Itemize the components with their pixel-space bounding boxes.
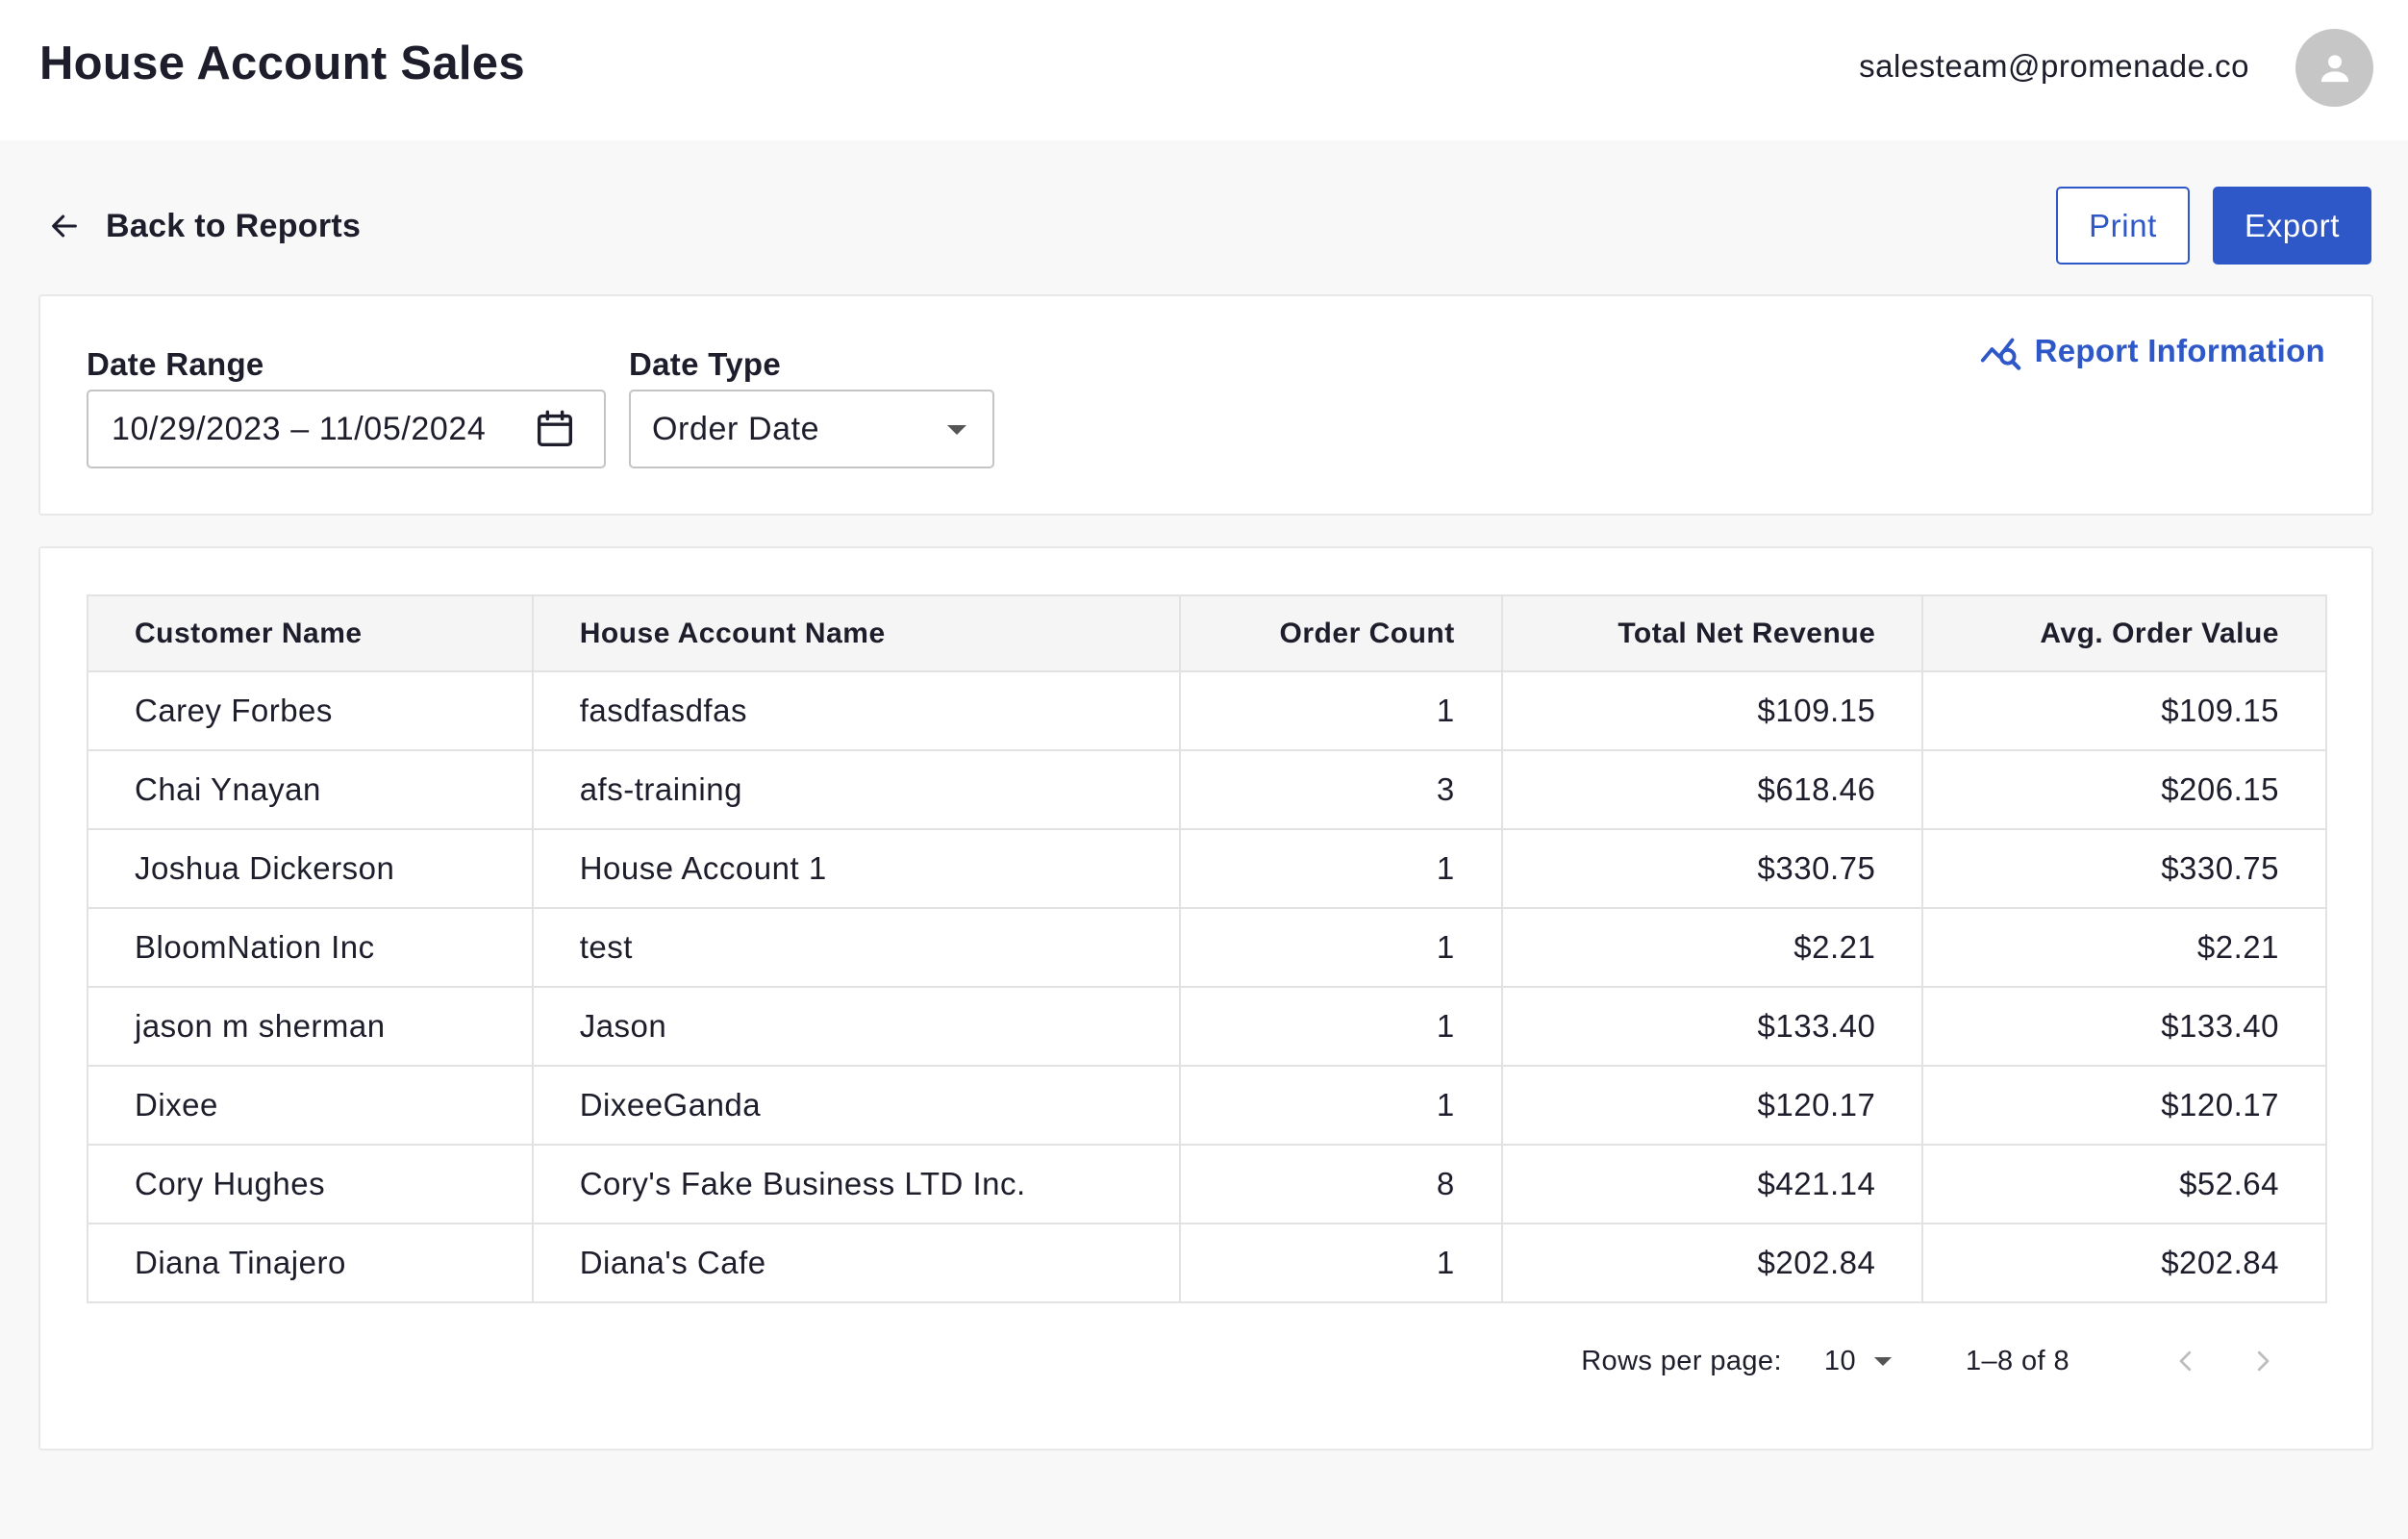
arrow-left-icon: [52, 214, 77, 238]
report-table: Customer Name House Account Name Order C…: [87, 594, 2327, 1303]
column-header-avg-order-value[interactable]: Avg. Order Value: [1921, 594, 2327, 672]
column-header-total-net-revenue[interactable]: Total Net Revenue: [1500, 594, 1924, 672]
page-title: House Account Sales: [39, 38, 525, 89]
rows-per-page-select[interactable]: 10: [1824, 1346, 1893, 1377]
customer-name-cell: Cory Hughes: [87, 1144, 534, 1224]
previous-page-button[interactable]: [2162, 1337, 2210, 1385]
avg-order-cell: $202.84: [1921, 1223, 2327, 1303]
customer-name-cell: Diana Tinajero: [87, 1223, 534, 1303]
date-range-input[interactable]: 10/29/2023 – 11/05/2024: [87, 390, 606, 468]
revenue-cell: $109.15: [1500, 670, 1924, 751]
report-information-link[interactable]: Report Information: [1979, 329, 2325, 373]
revenue-cell: $133.40: [1500, 986, 1924, 1067]
table-row: Carey Forbes fasdfasdfas 1 $109.15 $109.…: [87, 670, 2327, 751]
order-count-cell: 1: [1178, 828, 1503, 909]
top-bar: House Account Sales salesteam@promenade.…: [0, 0, 2408, 140]
house-account-cell: Jason: [531, 986, 1181, 1067]
table-row: Diana Tinajero Diana's Cafe 1 $202.84 $2…: [87, 1223, 2327, 1303]
back-to-reports-link[interactable]: Back to Reports: [48, 202, 361, 250]
back-to-reports-label: Back to Reports: [106, 207, 362, 244]
report-table-panel: Customer Name House Account Name Order C…: [38, 546, 2373, 1451]
column-header-customer-name[interactable]: Customer Name: [87, 594, 534, 672]
date-type-select[interactable]: Order Date: [629, 390, 994, 468]
customer-name-cell: Chai Ynayan: [87, 749, 534, 830]
avg-order-cell: $2.21: [1921, 907, 2327, 988]
column-header-order-count[interactable]: Order Count: [1178, 594, 1503, 672]
house-account-cell: DixeeGanda: [531, 1065, 1181, 1146]
user-email: salesteam@promenade.co: [1859, 48, 2249, 84]
house-account-cell: House Account 1: [531, 828, 1181, 909]
table-pagination: Rows per page: 10 1–8 of 8: [1581, 1337, 2287, 1385]
revenue-cell: $618.46: [1500, 749, 1924, 830]
revenue-cell: $421.14: [1500, 1144, 1924, 1224]
order-count-cell: 8: [1178, 1144, 1503, 1224]
house-account-cell: Diana's Cafe: [531, 1223, 1181, 1303]
table-row: Cory Hughes Cory's Fake Business LTD Inc…: [87, 1144, 2327, 1224]
date-type-label: Date Type: [629, 346, 781, 382]
house-account-cell: fasdfasdfas: [531, 670, 1181, 751]
order-count-cell: 1: [1178, 1065, 1503, 1146]
order-count-cell: 3: [1178, 749, 1503, 830]
order-count-cell: 1: [1178, 1223, 1503, 1303]
rows-per-page-label: Rows per page:: [1581, 1345, 1782, 1376]
print-button[interactable]: Print: [2056, 187, 2190, 265]
house-account-cell: Cory's Fake Business LTD Inc.: [531, 1144, 1181, 1224]
chevron-right-icon: [2257, 1350, 2270, 1372]
house-account-cell: test: [531, 907, 1181, 988]
pagination-range: 1–8 of 8: [1965, 1345, 2069, 1376]
date-range-label: Date Range: [87, 346, 264, 382]
avg-order-cell: $206.15: [1921, 749, 2327, 830]
avg-order-cell: $109.15: [1921, 670, 2327, 751]
export-button[interactable]: Export: [2213, 187, 2371, 265]
order-count-cell: 1: [1178, 670, 1503, 751]
caret-down-icon: [1873, 1356, 1893, 1366]
table-row: jason m sherman Jason 1 $133.40 $133.40: [87, 986, 2327, 1067]
chevron-left-icon: [2179, 1350, 2192, 1372]
next-page-button[interactable]: [2239, 1337, 2287, 1385]
customer-name-cell: Dixee: [87, 1065, 534, 1146]
table-row: Chai Ynayan afs-training 3 $618.46 $206.…: [87, 749, 2327, 830]
report-information-label: Report Information: [2034, 333, 2325, 368]
column-header-house-account-name[interactable]: House Account Name: [531, 594, 1181, 672]
avatar[interactable]: [2295, 29, 2373, 107]
calendar-icon[interactable]: [533, 407, 577, 451]
customer-name-cell: jason m sherman: [87, 986, 534, 1067]
avg-order-cell: $52.64: [1921, 1144, 2327, 1224]
revenue-cell: $330.75: [1500, 828, 1924, 909]
revenue-cell: $2.21: [1500, 907, 1924, 988]
order-count-cell: 1: [1178, 907, 1503, 988]
table-row: Dixee DixeeGanda 1 $120.17 $120.17: [87, 1065, 2327, 1146]
avg-order-cell: $133.40: [1921, 986, 2327, 1067]
table-row: BloomNation Inc test 1 $2.21 $2.21: [87, 907, 2327, 988]
order-count-cell: 1: [1178, 986, 1503, 1067]
revenue-cell: $120.17: [1500, 1065, 1924, 1146]
person-icon: [2320, 54, 2348, 82]
customer-name-cell: Joshua Dickerson: [87, 828, 534, 909]
revenue-cell: $202.84: [1500, 1223, 1924, 1303]
rows-per-page-value: 10: [1823, 1345, 1856, 1376]
table-header-row: Customer Name House Account Name Order C…: [87, 594, 2327, 672]
avg-order-cell: $330.75: [1921, 828, 2327, 909]
date-range-value: 10/29/2023 – 11/05/2024: [112, 410, 487, 447]
filter-panel: Date Range 10/29/2023 – 11/05/2024 Date …: [38, 294, 2373, 516]
chart-search-icon: [1980, 338, 2020, 370]
caret-down-icon: [947, 425, 966, 435]
customer-name-cell: Carey Forbes: [87, 670, 534, 751]
table-row: Joshua Dickerson House Account 1 1 $330.…: [87, 828, 2327, 909]
customer-name-cell: BloomNation Inc: [87, 907, 534, 988]
date-type-value: Order Date: [652, 410, 820, 447]
house-account-cell: afs-training: [531, 749, 1181, 830]
avg-order-cell: $120.17: [1921, 1065, 2327, 1146]
